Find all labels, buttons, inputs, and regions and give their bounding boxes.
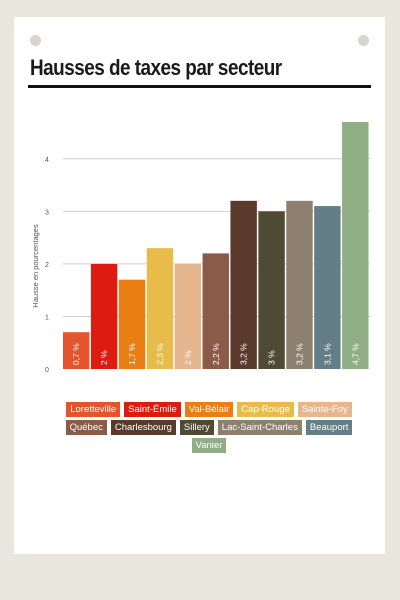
bar-3 [118, 279, 146, 369]
legend-item: Sainte-Foy [297, 402, 352, 417]
bar-6 [202, 253, 229, 369]
bar-8 [258, 211, 285, 369]
legend-item: Loretteville [66, 402, 121, 417]
chart-title: Hausses de taxes par secteur [30, 55, 282, 80]
y-tick-label: 1 [45, 314, 49, 321]
bar-value-label: 1,7 % [127, 343, 137, 365]
bar-value-label: 2,3 % [155, 343, 165, 365]
legend-item: Vanier [191, 438, 227, 453]
bar-1 [63, 332, 90, 369]
bar-9 [286, 200, 313, 369]
legend-item: Sillery [179, 420, 214, 435]
pin-right [358, 35, 369, 46]
bar-5 [174, 263, 202, 369]
y-tick-label: 3 [45, 209, 49, 216]
legend-item: Québec [65, 420, 107, 435]
legend-item: Charlesbourg [110, 420, 176, 435]
y-tick-label: 4 [45, 157, 49, 164]
bar-2 [90, 263, 118, 369]
bar-7 [230, 200, 257, 369]
title-rule [28, 85, 371, 88]
bar-value-label: 3,2 % [239, 343, 249, 365]
y-tick-label: 0 [45, 367, 49, 374]
legend-item: Beauport [305, 420, 353, 435]
chart-card: Hausses de taxes par secteur 0 1 2 3 4 Hausse… [14, 17, 385, 554]
y-tick-label: 2 [45, 262, 49, 269]
bar-value-label: 3,1 % [322, 343, 332, 365]
bar-value-label: 2,2 % [211, 343, 221, 365]
legend-item: Val-Bélair [184, 402, 234, 417]
bar-chart: 0 1 2 3 4 Hausse en pourcentages 0,7 % 2 % 1,7 %… [31, 122, 370, 374]
bar-10 [314, 206, 341, 369]
bar-value-label: 3 % [267, 350, 277, 365]
bar-value-label: 0,7 % [71, 343, 81, 365]
chart-legend: Loretteville Saint-Émile Val-Bélair Cap-Rou… [59, 402, 359, 453]
legend-item: Lac-Saint-Charles [217, 420, 302, 435]
bar-11 [342, 122, 369, 369]
bar-4 [146, 248, 174, 369]
pin-left [30, 35, 41, 46]
legend-item: Saint-Émile [124, 402, 181, 417]
legend-item: Cap-Rouge [237, 402, 294, 417]
bar-value-label: 2 % [99, 350, 109, 365]
bar-value-label: 2 % [183, 350, 193, 365]
bar-value-label: 4,7 % [350, 343, 360, 365]
y-axis-label: Hausse en pourcentages [31, 224, 40, 308]
bar-value-label: 3,2 % [294, 343, 304, 365]
